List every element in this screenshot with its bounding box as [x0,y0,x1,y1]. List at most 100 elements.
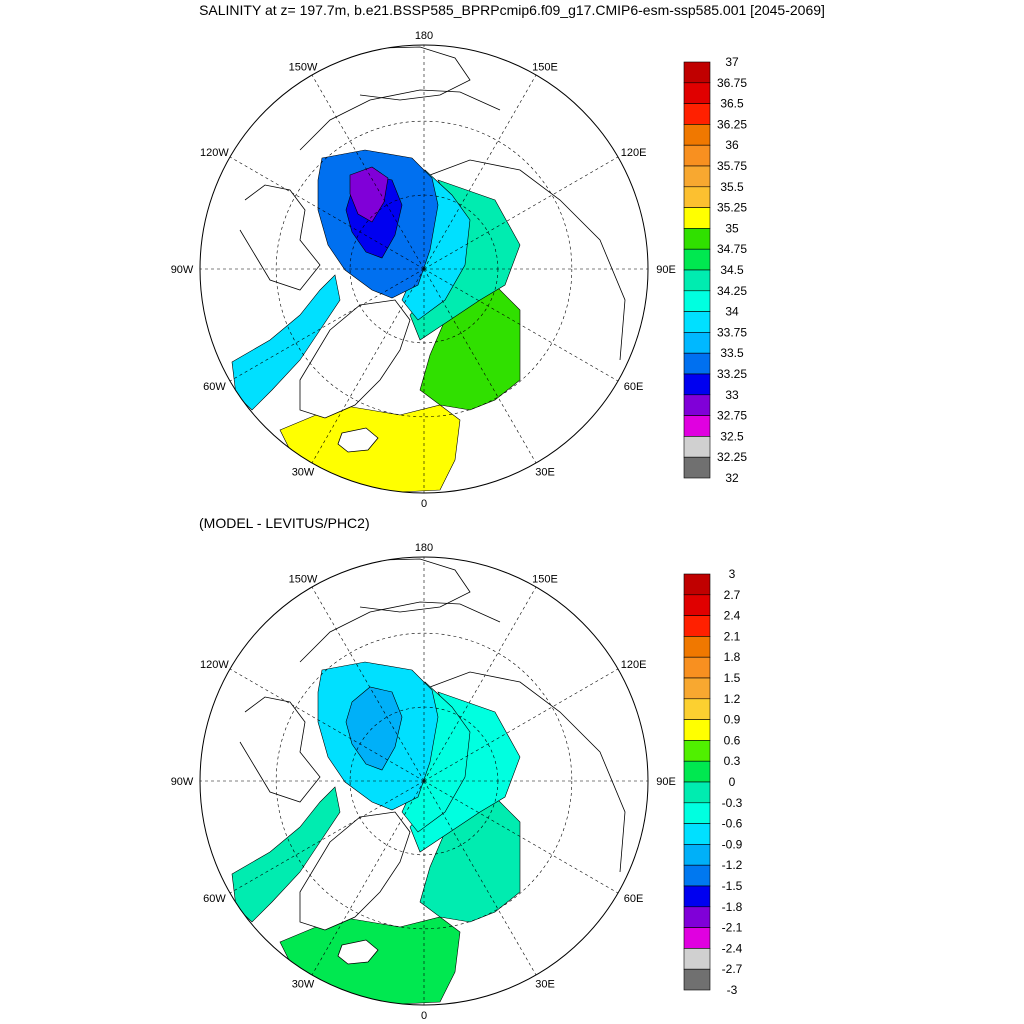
colorbar-level-label: 37 [725,55,739,69]
colorbar-level-label: 0 [729,775,736,789]
colorbar-swatch [683,885,711,908]
map-boundary [199,44,649,494]
iceland-land [337,427,379,453]
colorbar-swatch [683,352,711,375]
longitude-label: 90W [171,264,194,276]
region-canada-basin-inner [349,166,389,223]
colorbar-level-label: 2.1 [724,629,741,643]
colorbar-swatch [683,124,711,146]
colorbar-level-label: 3 [729,567,736,581]
longitude-label: 150E [532,573,558,585]
colorbar-level-label: -0.6 [722,817,743,831]
colorbar-level-label: 35.25 [717,201,747,215]
colorbar-swatch [683,311,711,333]
colorbar-level-label: -0.3 [722,796,743,810]
colorbar-swatch [683,248,711,271]
colorbar-level-label: 32 [725,471,739,485]
siberiaShore-coastline [429,159,626,361]
colorbar-swatch [683,394,711,416]
colorbar-level-label: 36.25 [717,117,747,131]
map-body [200,557,648,1005]
region-baffin-bay [231,786,341,923]
colorbar-level-label: 36.5 [720,97,744,111]
colorbar-swatch [683,615,711,637]
region-norwegian-sea [279,404,461,493]
canadaShore-coastline [299,89,501,151]
alaska-coastline [329,46,471,101]
longitude-label: 90E [656,776,676,788]
colorbar-level-label: -1.8 [722,900,743,914]
colorbar-level-label: 35 [725,221,739,235]
meridian-line [311,268,425,464]
colorbar-swatch [683,228,711,250]
longitude-label: 30W [292,467,315,479]
meridian-line [423,74,537,270]
colorbar-level-label: 32.75 [717,409,747,423]
colorbar-swatch [683,186,711,208]
colorbar-swatch [683,61,711,84]
longitude-label: 150E [532,61,558,73]
map-boundary [199,556,649,1006]
longitude-label: 180 [415,542,433,554]
colorbar-swatch [683,373,711,396]
colorbar-swatch [683,144,711,167]
iceland-land [337,939,379,965]
colorbar-swatch [683,719,711,741]
colorbar-level-label: 0.6 [724,733,741,747]
longitude-label: 90E [656,264,676,276]
canadaShore-coastline [299,601,501,663]
meridian-line [229,156,425,270]
colorbar-level-label: 34.25 [717,284,747,298]
colorbar-swatch [683,82,711,104]
longitude-label: 30E [535,979,555,991]
meridian-line [423,780,537,976]
colorbar-swatch [683,823,711,845]
colorbar-swatch [683,864,711,887]
longitude-label: 120W [200,659,229,671]
longitude-label: 30E [535,467,555,479]
longitude-label: 120E [621,659,647,671]
colorbar-swatch [683,906,711,928]
meridian-line [229,268,425,382]
colorbar-swatch [683,415,711,437]
region-norwegian-sea [279,916,461,1005]
colorbar-level-label: 0.9 [724,713,741,727]
longitude-label: 60E [624,893,644,905]
colorbar-swatch [683,781,711,804]
colorbar-level-label: 34.75 [717,242,747,256]
chart-title: SALINITY at z= 197.7m, b.e21.BSSP585_BPR… [199,2,825,18]
longitude-label: 60W [203,381,226,393]
longitude-label: 30W [292,979,315,991]
greenland-land [299,811,411,931]
longitude-label: 90W [171,776,194,788]
longitude-label: 180 [415,30,433,42]
colorbar-swatch [683,677,711,700]
colorbar-level-label: -2.4 [722,941,743,955]
colorbar-swatch [683,573,711,596]
longitude-label: 120W [200,147,229,159]
longitude-label: 150W [289,61,318,73]
meridian-line [423,780,619,894]
colorbar-level-label: 2.7 [724,588,741,602]
archipelago-coastline [239,184,321,291]
colorbar-level-label: -1.2 [722,858,743,872]
colorbar-swatch [683,698,711,720]
colorbar-level-label: 33 [725,388,739,402]
colorbar-level-label: 36.75 [717,76,747,90]
greenland-land [299,299,411,419]
longitude-label: 120E [621,147,647,159]
latitude-circle [275,632,573,930]
colorbar-level-label: 35.5 [720,180,744,194]
colorbar-swatch [683,636,711,658]
colorbar-swatch [683,103,711,125]
meridian-line [423,668,619,782]
colorbar-swatch [683,436,711,458]
graticule [200,45,648,493]
colorbar-level-label: -1.5 [722,879,743,893]
colorbar-level-label: -3 [727,983,738,997]
colorbar-level-label: 33.75 [717,325,747,339]
difference-map-panel: 180 150E 120E 90E 60E 30E 0 30W 60W 90W 120W 150W 3 2… [171,542,743,1022]
region-baffin-bay [231,274,341,411]
colorbar-level-label: 1.8 [724,650,741,664]
